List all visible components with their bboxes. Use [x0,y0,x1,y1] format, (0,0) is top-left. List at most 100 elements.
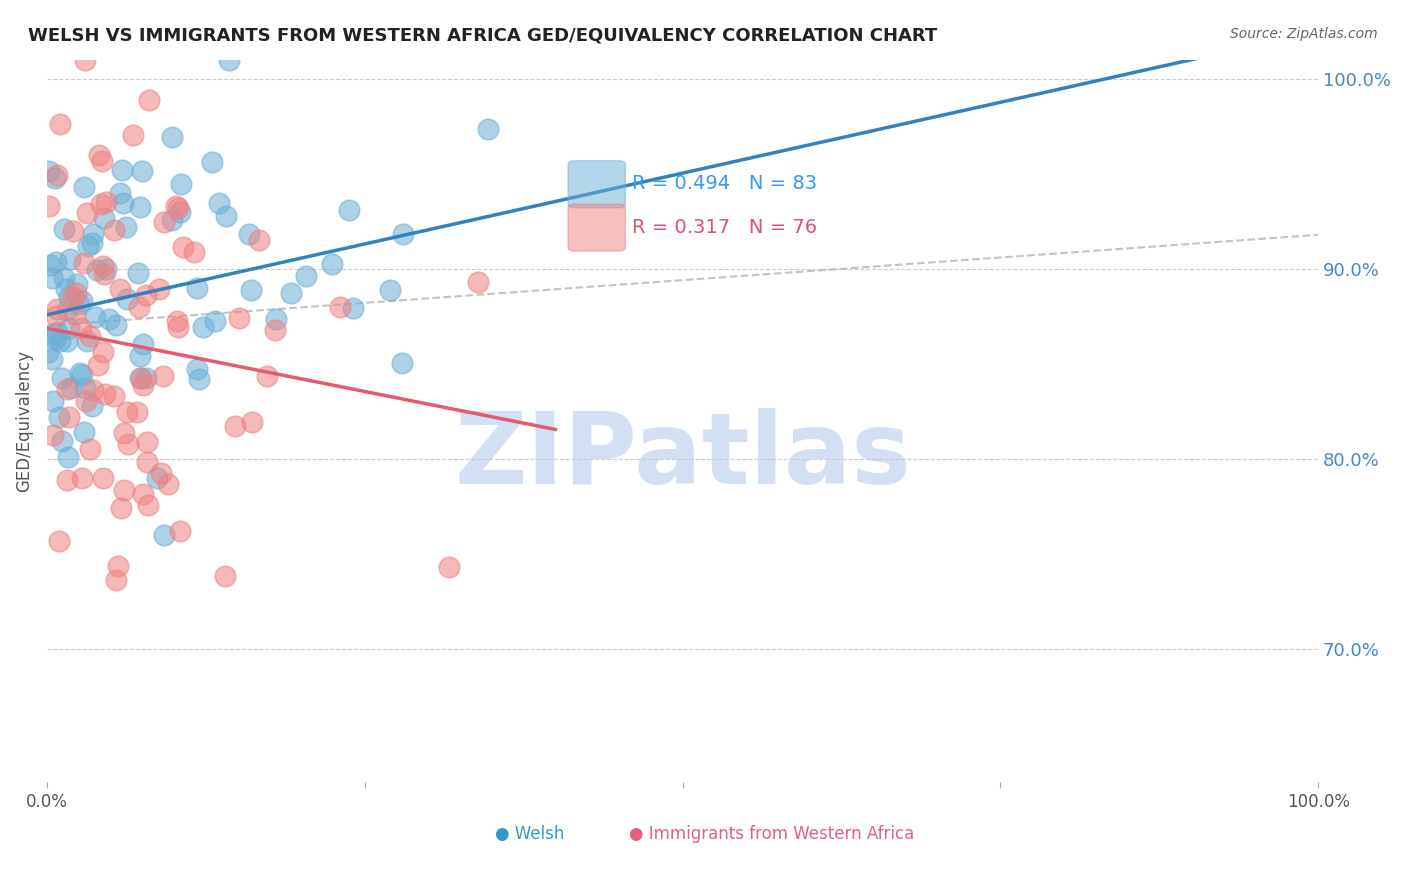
Welsh [53,271,76,285]
Immigrants from Western Africa [65,307,87,321]
Immigrants from Western Africa [115,405,138,419]
Welsh [160,212,183,227]
Welsh [49,334,72,349]
Immigrants from Western Africa [94,194,117,209]
Welsh [392,227,415,242]
Welsh [240,283,263,297]
Text: Source: ZipAtlas.com: Source: ZipAtlas.com [1230,27,1378,41]
Welsh [110,163,132,178]
Welsh [93,211,115,225]
Welsh [58,321,80,335]
Welsh [86,263,108,277]
Immigrants from Western Africa [112,426,135,441]
Welsh [80,399,103,413]
Immigrants from Western Africa [46,169,69,183]
Welsh [105,318,128,332]
Welsh [280,286,302,301]
Welsh [477,121,499,136]
Welsh [127,266,149,280]
Welsh [82,227,104,241]
Immigrants from Western Africa [73,53,96,67]
Immigrants from Western Africa [91,471,114,485]
Welsh [94,261,117,276]
Welsh [53,222,76,236]
Immigrants from Western Africa [122,128,145,142]
Welsh [378,283,401,297]
Immigrants from Western Africa [112,483,135,497]
Welsh [70,368,93,382]
Immigrants from Western Africa [153,215,176,229]
Immigrants from Western Africa [90,196,112,211]
Welsh [97,312,120,326]
Welsh [264,312,287,326]
Immigrants from Western Africa [65,286,87,301]
Immigrants from Western Africa [437,559,460,574]
Immigrants from Western Africa [38,199,60,213]
Immigrants from Western Africa [45,309,67,323]
Welsh [73,425,96,439]
Immigrants from Western Africa [110,501,132,516]
Immigrants from Western Africa [107,559,129,574]
Immigrants from Western Africa [247,233,270,247]
Text: ZIPatlas: ZIPatlas [454,409,911,506]
Welsh [218,53,240,67]
Welsh [208,195,231,210]
Immigrants from Western Africa [166,320,188,334]
Welsh [132,337,155,351]
Welsh [56,334,79,348]
Immigrants from Western Africa [136,498,159,512]
Welsh [67,297,90,311]
Immigrants from Western Africa [75,394,97,409]
Immigrants from Western Africa [103,389,125,403]
Welsh [60,381,83,395]
Immigrants from Western Africa [135,455,157,469]
Welsh [58,290,80,304]
Immigrants from Western Africa [103,222,125,236]
Immigrants from Western Africa [76,206,98,220]
Immigrants from Western Africa [135,288,157,302]
Welsh [186,281,208,295]
Welsh [193,320,215,334]
Text: ● Welsh: ● Welsh [495,825,565,844]
Immigrants from Western Africa [73,256,96,270]
Immigrants from Western Africa [87,148,110,162]
Welsh [56,450,79,464]
Welsh [37,344,59,359]
Welsh [44,332,66,346]
Immigrants from Western Africa [86,358,108,372]
Immigrants from Western Africa [125,405,148,419]
Welsh [44,171,66,186]
Welsh [51,434,73,448]
Immigrants from Western Africa [93,267,115,281]
Welsh [66,277,89,291]
Welsh [111,196,134,211]
Immigrants from Western Africa [91,259,114,273]
Welsh [186,362,208,376]
Immigrants from Western Africa [157,476,180,491]
Welsh [55,282,77,296]
Welsh [187,372,209,386]
Welsh [69,367,91,381]
Immigrants from Western Africa [79,329,101,343]
Immigrants from Western Africa [55,473,77,487]
Welsh [128,349,150,363]
Immigrants from Western Africa [240,415,263,429]
Welsh [129,201,152,215]
Welsh [201,154,224,169]
Immigrants from Western Africa [48,534,70,549]
Welsh [295,269,318,284]
Immigrants from Western Africa [49,117,72,131]
Welsh [48,409,70,424]
Y-axis label: GED/Equivalency: GED/Equivalency [15,350,32,491]
Immigrants from Western Africa [150,466,173,480]
Welsh [39,258,62,272]
Immigrants from Western Africa [263,323,285,337]
Immigrants from Western Africa [148,282,170,296]
Immigrants from Western Africa [82,383,104,397]
Immigrants from Western Africa [329,300,352,314]
Immigrants from Western Africa [70,321,93,335]
Welsh [160,130,183,145]
Welsh [135,371,157,385]
Immigrants from Western Africa [128,300,150,314]
Immigrants from Western Africa [256,368,278,383]
